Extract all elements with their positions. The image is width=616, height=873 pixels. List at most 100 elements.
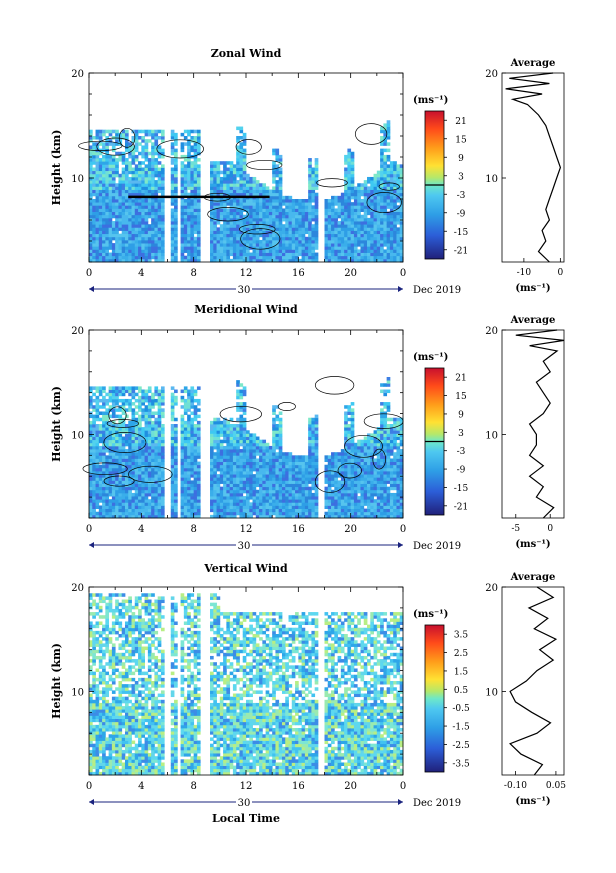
heatmap-cell <box>275 474 280 478</box>
heatmap-cell <box>124 214 129 219</box>
heatmap-cell <box>111 154 116 159</box>
heatmap-cell <box>210 192 214 197</box>
heatmap-cell <box>151 496 155 500</box>
heatmap-cell <box>383 221 388 225</box>
heatmap-cell <box>131 458 136 462</box>
heatmap-cell <box>232 205 237 209</box>
heatmap-cell <box>278 183 283 187</box>
heatmap-cell <box>399 195 404 200</box>
heatmap-cell <box>92 252 96 257</box>
y-tick-label: 10 <box>71 174 84 185</box>
heatmap-cell <box>268 249 273 253</box>
heatmap-cell <box>275 252 280 257</box>
heatmap-cell <box>236 136 240 140</box>
heatmap-cell <box>147 176 152 181</box>
heatmap-cell <box>219 458 224 462</box>
heatmap-cell <box>187 164 191 168</box>
heatmap-cell <box>291 258 296 263</box>
heatmap-cell <box>187 483 191 488</box>
heatmap-cell <box>183 129 188 134</box>
heatmap-cell <box>386 173 391 178</box>
heatmap-cell <box>193 186 198 190</box>
heatmap-cell <box>170 392 175 397</box>
heatmap-cell <box>311 230 316 235</box>
heatmap-cell <box>272 439 276 444</box>
heatmap-cell <box>219 467 224 472</box>
heatmap-cell <box>275 158 280 162</box>
heatmap-cell <box>111 183 116 187</box>
heatmap-cell <box>138 508 142 513</box>
heatmap-cell <box>308 439 312 444</box>
date-label-bg <box>236 284 252 294</box>
heatmap-cell <box>111 492 116 497</box>
heatmap-cell <box>102 195 106 200</box>
heatmap-cell <box>380 186 384 190</box>
heatmap-cell <box>298 467 302 472</box>
heatmap-cell <box>262 252 267 257</box>
heatmap-cell <box>196 246 201 250</box>
heatmap-cell <box>301 471 306 475</box>
heatmap-cell <box>105 486 110 491</box>
heatmap-cell <box>236 139 240 143</box>
heatmap-cell <box>105 255 110 260</box>
heatmap-cell <box>190 514 195 519</box>
heatmap-cell <box>89 442 93 447</box>
heatmap-cell <box>219 442 224 447</box>
heatmap-cell <box>187 420 191 425</box>
heatmap-cell <box>255 511 260 516</box>
heatmap-cell <box>229 474 234 478</box>
heatmap-cell <box>102 486 106 491</box>
heatmap-cell <box>291 243 296 247</box>
heatmap-cell <box>344 249 348 253</box>
heatmap-cell <box>304 471 309 475</box>
heatmap-cell <box>92 214 96 219</box>
heatmap-cell <box>246 224 250 228</box>
heatmap-cell <box>157 511 162 516</box>
heatmap-cell <box>340 224 345 228</box>
heatmap-cell <box>138 452 142 456</box>
heatmap-cell <box>393 167 397 172</box>
heatmap-cell <box>105 258 110 263</box>
heatmap-cell <box>246 483 250 488</box>
heatmap-cell <box>301 202 306 206</box>
heatmap-cell <box>239 145 244 149</box>
heatmap-cell <box>102 167 106 172</box>
heatmap-cell <box>157 230 162 235</box>
heatmap-cell <box>376 202 381 206</box>
heatmap-cell <box>183 211 188 216</box>
heatmap-cell <box>380 239 384 244</box>
heatmap-cell <box>193 489 198 494</box>
heatmap-cell <box>386 246 391 250</box>
heatmap-cell <box>216 505 221 509</box>
heatmap-cell <box>131 180 136 184</box>
heatmap-cell <box>278 239 283 244</box>
heatmap-cell <box>272 474 276 478</box>
heatmap-cell <box>232 474 237 478</box>
heatmap-cell <box>236 214 240 219</box>
heatmap-cell <box>138 246 142 250</box>
heatmap-cell <box>105 508 110 513</box>
heatmap-cell <box>350 195 355 200</box>
heatmap-cell <box>216 492 221 497</box>
heatmap-cell <box>128 233 132 238</box>
heatmap-cell <box>275 417 280 422</box>
heatmap-cell <box>232 483 237 488</box>
heatmap-cell <box>275 480 280 484</box>
heatmap-cell <box>92 189 96 194</box>
heatmap-cell <box>229 439 234 444</box>
heatmap-cell <box>226 192 231 197</box>
heatmap-cell <box>170 199 175 203</box>
heatmap-cell <box>180 464 185 469</box>
heatmap-cell <box>383 243 388 247</box>
heatmap-cell <box>144 474 149 478</box>
heatmap-cell <box>180 499 185 503</box>
heatmap-cell <box>314 492 319 497</box>
heatmap-cell <box>138 436 142 441</box>
heatmap-cell <box>98 249 103 253</box>
heatmap-cell <box>353 195 358 200</box>
heatmap-cell <box>298 252 302 257</box>
heatmap-cell <box>102 420 106 425</box>
heatmap-cell <box>285 480 289 484</box>
heatmap-cell <box>380 252 384 257</box>
heatmap-cell <box>213 249 217 253</box>
